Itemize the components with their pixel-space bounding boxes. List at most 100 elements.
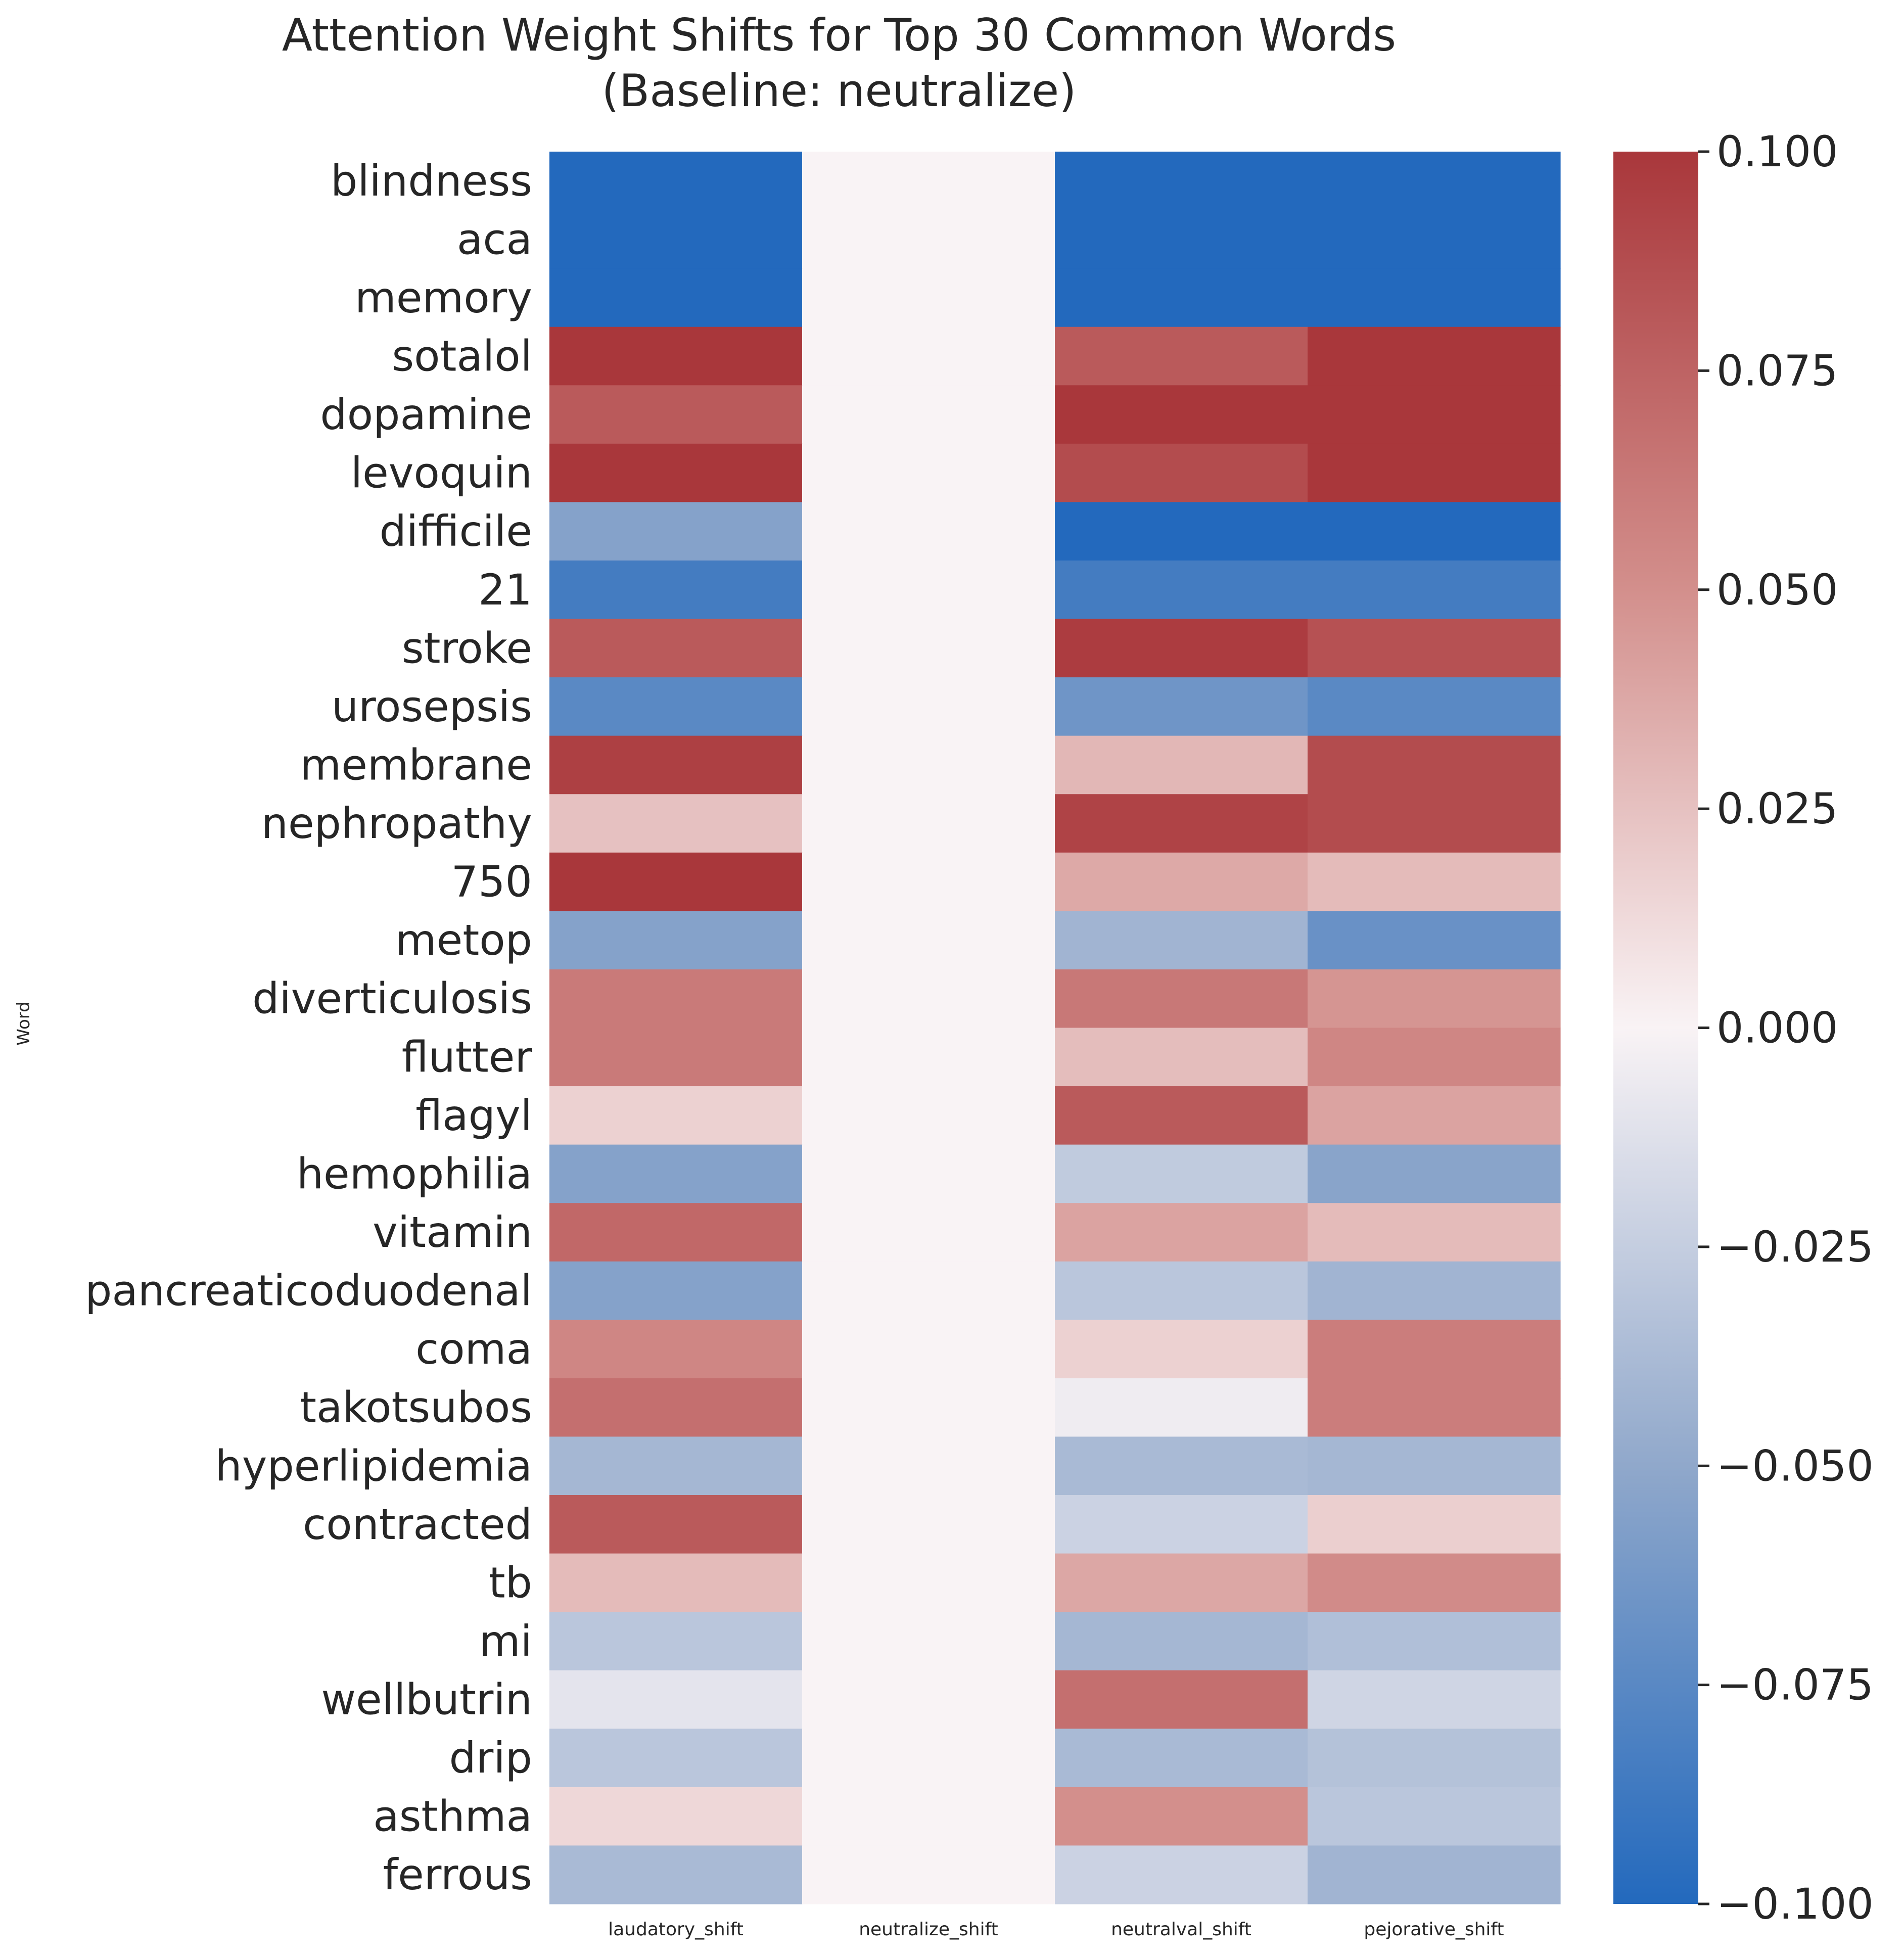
heatmap-cell (1055, 619, 1308, 678)
heatmap-cell (802, 1261, 1055, 1320)
heatmap-cell (802, 1845, 1055, 1904)
heatmap-cell (1055, 969, 1308, 1029)
colorbar-tick-label: 0.100 (1716, 127, 1838, 176)
row-label: urosepsis (332, 682, 532, 731)
heatmap-cell (1055, 1845, 1308, 1904)
heatmap-cell (549, 1320, 803, 1379)
colorbar-tick-label: −0.100 (1716, 1879, 1874, 1929)
heatmap-cell (1055, 1028, 1308, 1087)
heatmap-cell (802, 1203, 1055, 1262)
heatmap-cell (802, 852, 1055, 911)
row-label: pancreaticoduodenal (85, 1266, 532, 1316)
heatmap-cell (549, 1261, 803, 1320)
heatmap-cell (549, 1670, 803, 1729)
heatmap-cell (1055, 1086, 1308, 1145)
row-label: metop (395, 915, 532, 965)
heatmap-cell (1055, 560, 1308, 620)
heatmap-cell (549, 1378, 803, 1437)
heatmap-cell (802, 152, 1055, 211)
heatmap-cell (802, 735, 1055, 795)
row-label: 21 (478, 565, 532, 615)
colorbar-tick-label: −0.050 (1716, 1441, 1874, 1491)
heatmap-cell (802, 385, 1055, 444)
heatmap-cell (802, 1028, 1055, 1087)
heatmap-cell (549, 677, 803, 736)
colorbar-tick-label: 0.025 (1716, 784, 1838, 833)
colorbar-ticks: 0.100 0.075 0.050 0.025 0.000 −0.025 −0.050 −0.… (1698, 127, 1874, 1929)
heatmap-cell (549, 385, 803, 444)
column-label: pejorative_shift (1364, 1919, 1504, 1940)
row-label: wellbutrin (321, 1675, 532, 1725)
row-label: ferrous (383, 1850, 532, 1899)
heatmap-cell (802, 1787, 1055, 1846)
heatmap-cell (1308, 1144, 1561, 1203)
heatmap-cell (549, 619, 803, 678)
heatmap-cell (1308, 385, 1561, 444)
heatmap-cell (1308, 619, 1561, 678)
heatmap-cell (1055, 1612, 1308, 1671)
heatmap-cell (1055, 1378, 1308, 1437)
row-label: vitamin (373, 1207, 532, 1257)
row-label: difficile (380, 506, 532, 556)
heatmap-cell (549, 502, 803, 561)
column-labels: laudatory_shift neutralize_shift neutralva… (608, 1919, 1504, 1940)
heatmap-cell (1055, 794, 1308, 853)
heatmap-cell (549, 210, 803, 269)
heatmap-cell (802, 911, 1055, 970)
heatmap-cell (802, 560, 1055, 620)
row-label: hemophilia (297, 1149, 532, 1198)
row-label: mi (479, 1616, 532, 1666)
heatmap-cell (1055, 911, 1308, 970)
heatmap-cell (1055, 1203, 1308, 1262)
heatmap-cell (1055, 1553, 1308, 1612)
heatmap-cell (1308, 677, 1561, 736)
heatmap-cell (549, 1028, 803, 1087)
heatmap-cell (1308, 1670, 1561, 1729)
heatmap-cell (549, 327, 803, 386)
heatmap-cell (802, 677, 1055, 736)
heatmap-cell (1308, 911, 1561, 970)
heatmap-cell (549, 794, 803, 853)
row-label: contracted (303, 1500, 532, 1549)
heatmap-cell (1308, 1320, 1561, 1379)
heatmap-cell (1308, 969, 1561, 1029)
heatmap-cell (1308, 1378, 1561, 1437)
row-label: diverticulosis (252, 974, 532, 1023)
heatmap-cell (549, 969, 803, 1029)
row-label: takotsubos (300, 1383, 532, 1432)
heatmap-cell (802, 1553, 1055, 1612)
row-label: membrane (300, 740, 532, 789)
row-label: flutter (402, 1032, 533, 1082)
heatmap-cell (549, 443, 803, 502)
chart-title: Attention Weight Shifts for Top 30 Commo… (282, 9, 1396, 61)
heatmap-cell (1308, 1729, 1561, 1788)
heatmap-cell (549, 1436, 803, 1496)
heatmap-cell (549, 735, 803, 795)
row-label: memory (355, 273, 532, 322)
row-label: tb (489, 1558, 532, 1607)
heatmap-cell (549, 1495, 803, 1554)
heatmap-cell (1308, 1495, 1561, 1554)
heatmap-cell (1055, 327, 1308, 386)
heatmap-cell (1055, 735, 1308, 795)
heatmap-cell (1055, 152, 1308, 211)
heatmap-cell (1055, 1436, 1308, 1496)
heatmap-cell (1308, 1612, 1561, 1671)
heatmap-cell (1308, 1086, 1561, 1145)
heatmap-cell (1055, 502, 1308, 561)
heatmap-cell (549, 852, 803, 911)
heatmap-cell (1055, 443, 1308, 502)
heatmap-cell (549, 152, 803, 211)
row-label: blindness (331, 156, 532, 206)
heatmap-cell (802, 268, 1055, 328)
heatmap-cell (1055, 1320, 1308, 1379)
heatmap-cell (802, 443, 1055, 502)
heatmap-cell (549, 1086, 803, 1145)
chart-subtitle: (Baseline: neutralize) (602, 65, 1077, 117)
row-label: dopamine (320, 390, 532, 439)
heatmap-cell (802, 327, 1055, 386)
heatmap-cell (1308, 152, 1561, 211)
row-label: asthma (373, 1792, 532, 1841)
